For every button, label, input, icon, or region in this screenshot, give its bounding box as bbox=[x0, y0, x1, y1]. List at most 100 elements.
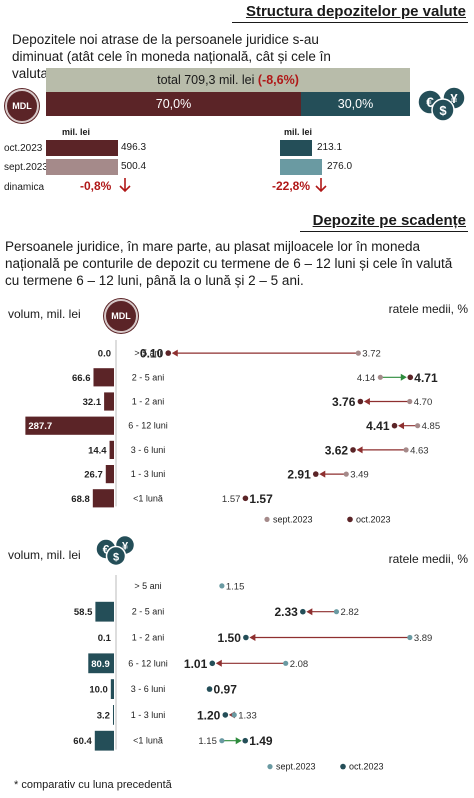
oct-rate-point bbox=[391, 422, 398, 429]
volume-label: 60.4 bbox=[73, 736, 92, 747]
oct-rate-label: 1.50 bbox=[218, 631, 242, 645]
total-label: total 709,3 mil. lei bbox=[157, 73, 258, 87]
sept-rate-label: 1.15 bbox=[198, 736, 217, 747]
sept-rate-point bbox=[343, 471, 349, 477]
svg-text:¥: ¥ bbox=[122, 541, 129, 553]
volume-bar bbox=[105, 465, 114, 484]
volume-bar bbox=[25, 416, 115, 435]
category-label: 6 - 12 luni bbox=[128, 658, 168, 668]
sept-rate-label: 3.72 bbox=[362, 349, 381, 360]
oct-rate-point bbox=[300, 608, 306, 615]
mdl-icon-label: MDL bbox=[12, 101, 32, 111]
volume-label: 32.1 bbox=[83, 397, 102, 408]
sept-rate-point bbox=[403, 447, 409, 453]
sept-rate-point bbox=[407, 398, 413, 405]
oct-rate-label: 4.41 bbox=[366, 419, 390, 433]
oct-rate-point bbox=[243, 634, 249, 641]
section2-title: Depozite pe scadențe bbox=[312, 212, 466, 229]
sept-rate-label: 3.49 bbox=[350, 470, 369, 481]
sept-rate-point bbox=[407, 634, 413, 641]
volume-bar bbox=[94, 730, 114, 751]
legend-sept-label: sept.2023 bbox=[276, 762, 316, 772]
section1-title: Structura depozitelor pe valute bbox=[245, 3, 466, 20]
sept-rate-point bbox=[219, 583, 225, 589]
sept-rate-label: 3.89 bbox=[414, 633, 433, 644]
oct-rate-point bbox=[357, 398, 364, 405]
category-label: > 5 ani bbox=[134, 581, 161, 591]
oct-rate-point bbox=[407, 374, 414, 381]
oct-rate-label: 2.91 bbox=[287, 468, 311, 482]
sept-rate-label: 4.85 bbox=[422, 421, 441, 432]
mdl-currency-icon: MDL bbox=[5, 89, 39, 123]
share-bar-mdl: 70,0% bbox=[46, 92, 301, 116]
change-arrow-head bbox=[356, 446, 363, 454]
change-arrow-head bbox=[235, 737, 242, 745]
oct-rate-label: 0.10 bbox=[140, 347, 164, 361]
fx-oct-bar bbox=[280, 140, 312, 156]
volume-label: 68.8 bbox=[71, 494, 90, 505]
change-arrow-head bbox=[400, 373, 407, 381]
category-label: <1 lună bbox=[133, 493, 163, 503]
change-arrow-head bbox=[215, 659, 222, 667]
fx-change-arrow bbox=[315, 178, 327, 193]
mdl-sept-bar bbox=[46, 159, 118, 175]
category-label: > 5 ani bbox=[134, 348, 161, 358]
sept-rate-label: 1.57 bbox=[222, 494, 241, 505]
legend-oct-marker bbox=[340, 763, 346, 770]
category-label: 1 - 3 luni bbox=[131, 710, 166, 720]
category-label: 1 - 2 ani bbox=[132, 397, 165, 407]
foreign-currency-icon: € ¥ $ bbox=[417, 86, 466, 122]
oct-rate-point bbox=[242, 495, 249, 502]
mdl-maturity-chart: > 5 ani 0.0 3.72 0.10 2 - 5 ani 66.6 4.14 4.71 1… bbox=[25, 340, 441, 524]
sept-rate-label: 2.82 bbox=[340, 607, 359, 618]
change-arrow-head bbox=[306, 608, 313, 616]
legend-sept-marker bbox=[264, 516, 270, 522]
volume-label: 0.1 bbox=[98, 633, 112, 644]
sept-rate-point bbox=[283, 660, 289, 666]
fx-unit-label: mil. lei bbox=[284, 127, 313, 137]
fx-oct-value: 213.1 bbox=[317, 142, 343, 153]
change-arrow-head bbox=[363, 398, 370, 405]
volume-bar bbox=[95, 601, 114, 622]
volume-label: 287.7 bbox=[28, 421, 52, 432]
mdl-chart-icon-label: MDL bbox=[111, 311, 131, 321]
category-label: <1 lună bbox=[133, 736, 163, 746]
legend-oct-label: oct.2023 bbox=[356, 514, 391, 524]
row-label-oct: oct.2023 bbox=[4, 143, 43, 154]
category-label: 6 - 12 luni bbox=[128, 421, 168, 431]
oct-rate-label: 1.57 bbox=[249, 492, 273, 506]
mdl-sept-value: 500.4 bbox=[121, 161, 147, 172]
volume-bar bbox=[92, 489, 114, 508]
oct-rate-label: 1.20 bbox=[197, 708, 221, 722]
volume-bar bbox=[88, 653, 114, 674]
section2-description: Persoanele juridice, în mare parte, au p… bbox=[5, 239, 453, 288]
fx-chart-icon: € ¥ $ bbox=[95, 534, 136, 567]
sept-rate-point bbox=[415, 423, 421, 429]
fx-sept-value: 276.0 bbox=[327, 161, 353, 172]
volume-bar bbox=[110, 679, 114, 699]
total-change: (-8,6%) bbox=[257, 73, 299, 87]
volume-bar bbox=[112, 705, 114, 725]
fx-sept-bar bbox=[280, 159, 322, 175]
svg-text:$: $ bbox=[113, 552, 119, 564]
mdl-chart-icon: MDL bbox=[104, 299, 138, 333]
mdl-oct-value: 496.3 bbox=[121, 142, 147, 153]
category-label: 2 - 5 ani bbox=[132, 372, 165, 382]
change-arrow-head bbox=[398, 422, 405, 430]
svg-text:€: € bbox=[426, 94, 434, 110]
sept-rate-label: 4.63 bbox=[410, 445, 429, 456]
mdl-oct-bar bbox=[46, 140, 118, 156]
category-label: 3 - 6 luni bbox=[131, 684, 166, 694]
volume-label: 66.6 bbox=[72, 373, 91, 384]
oct-rate-label: 1.01 bbox=[184, 657, 208, 671]
legend-oct-label: oct.2023 bbox=[349, 762, 384, 772]
category-label: 3 - 6 luni bbox=[131, 445, 166, 455]
share-bar-fx: 30,0% bbox=[301, 92, 410, 116]
oct-rate-point bbox=[222, 712, 229, 718]
oct-rate-point bbox=[312, 471, 319, 477]
fx-change: -22,8% bbox=[272, 179, 311, 193]
section1-subtitle: Depozitele noi atrase de la persoanele j… bbox=[12, 32, 331, 81]
volume-label: 14.4 bbox=[88, 445, 107, 456]
legend-oct-marker bbox=[347, 516, 353, 523]
section1-title-rule bbox=[232, 22, 468, 23]
